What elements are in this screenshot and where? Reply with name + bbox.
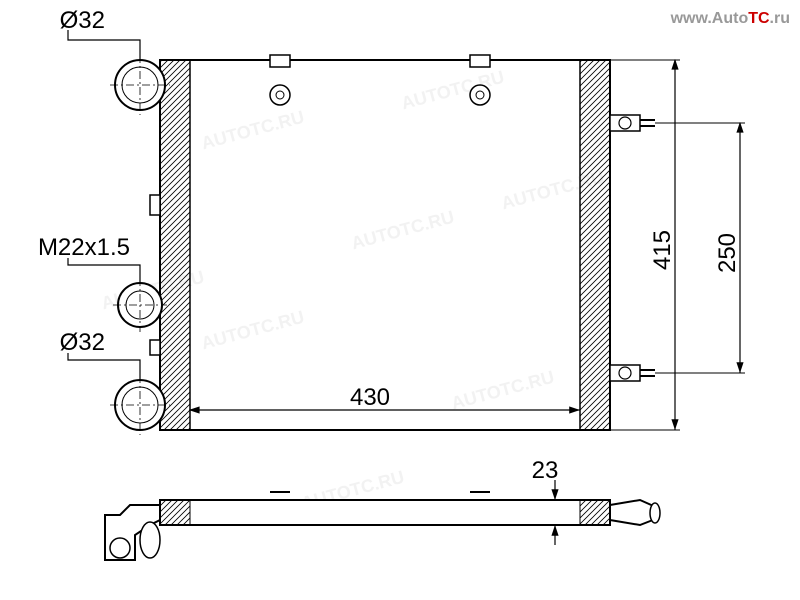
top-bolt-2	[470, 85, 490, 105]
side-middle-port	[140, 522, 160, 558]
right-tank	[580, 60, 610, 430]
bottom-port-leader	[68, 353, 140, 380]
dim-width-text: 430	[350, 384, 390, 411]
left-tab-1	[150, 195, 160, 215]
dim-mount-text: 250	[714, 233, 741, 273]
radiator-core	[190, 60, 580, 430]
left-tank	[160, 60, 190, 430]
technical-drawing: Ø32 M22x1.5 Ø32 430 415 250 23	[0, 0, 800, 600]
middle-port-leader	[68, 258, 140, 283]
mount-top	[610, 115, 655, 131]
top-clip-2	[470, 55, 490, 67]
top-port-label: Ø32	[60, 7, 105, 34]
dim-height-text: 415	[649, 230, 676, 270]
radiator-outer	[160, 60, 610, 430]
top-port-leader	[68, 30, 140, 60]
dim-thickness-text: 23	[532, 457, 559, 484]
mount-bottom	[610, 365, 655, 381]
side-view-body	[160, 500, 610, 525]
bottom-port-label: Ø32	[60, 329, 105, 356]
middle-port-label: M22x1.5	[38, 234, 130, 261]
left-tab-2	[150, 340, 160, 355]
top-clip-1	[270, 55, 290, 67]
top-bolt-1	[270, 85, 290, 105]
